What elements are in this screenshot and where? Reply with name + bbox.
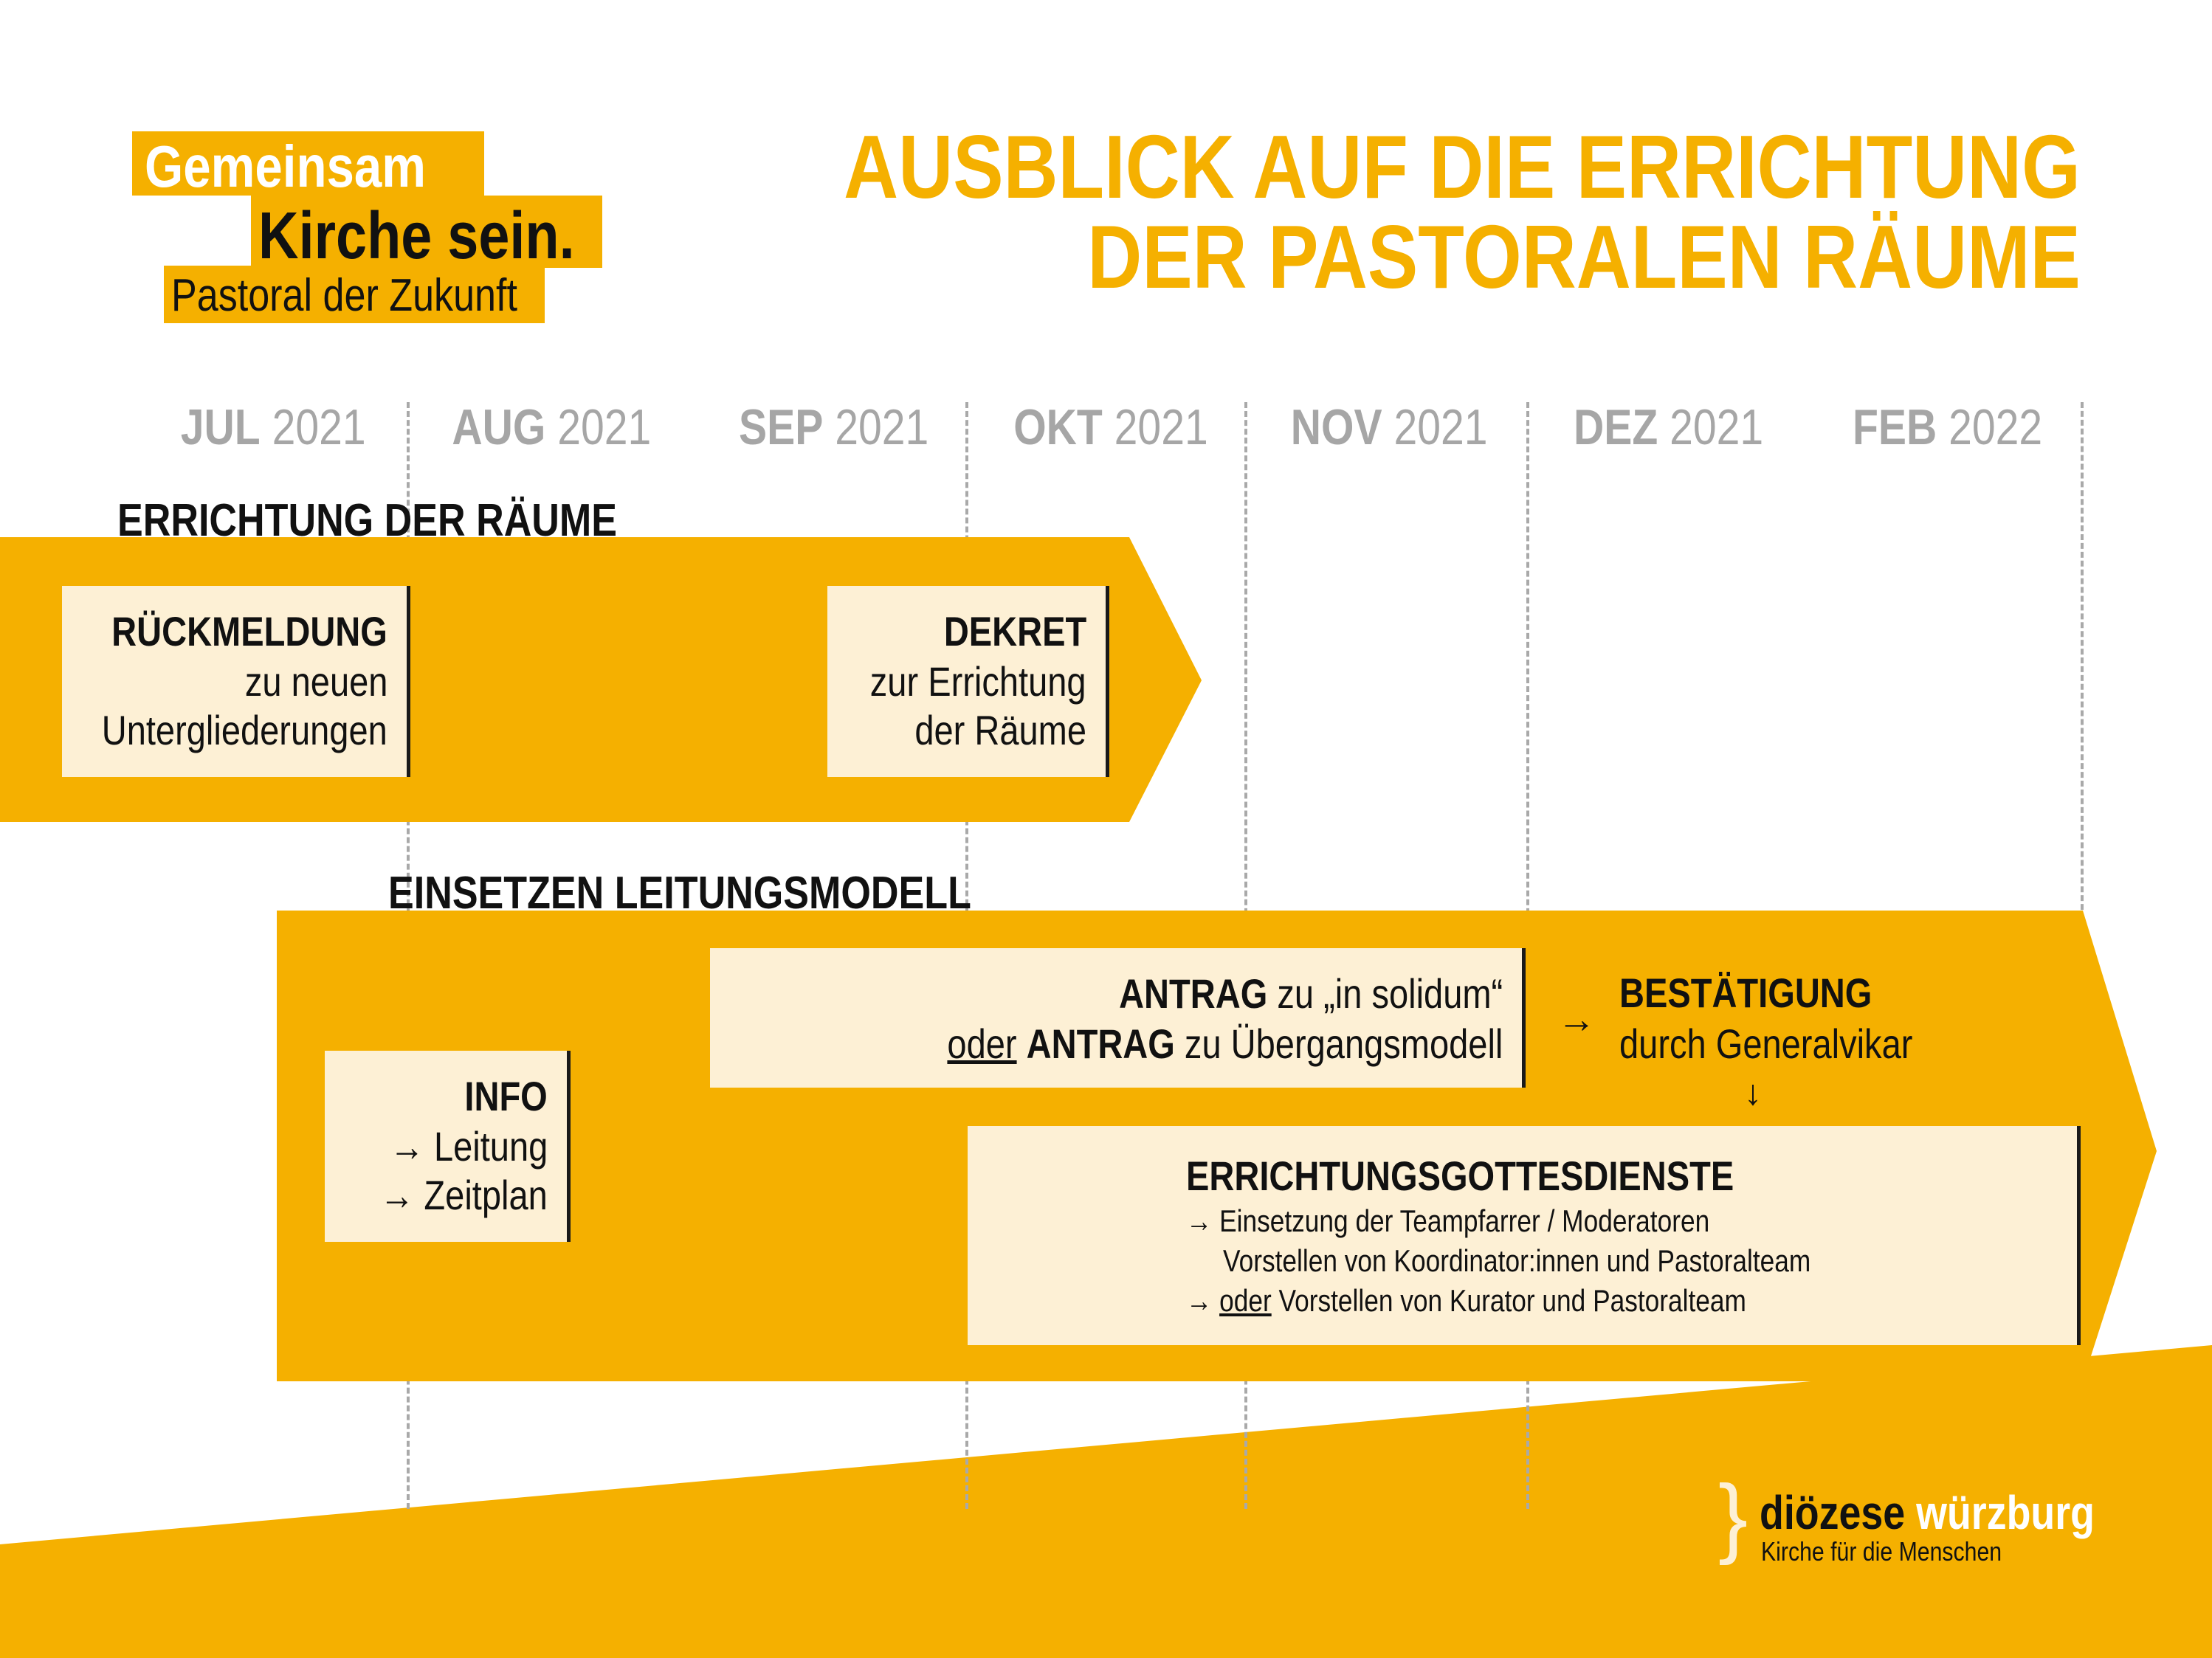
rueckmeldung-line-1: zu neuen xyxy=(244,658,387,705)
dekret-title: DEKRET xyxy=(943,608,1086,654)
rueckmeldung-box: RÜCKMELDUNG zu neuen Untergliederungen xyxy=(62,586,410,777)
section-heading-errichtung: ERRICHTUNG DER RÄUME xyxy=(117,495,618,546)
month-label: OKT 2021 xyxy=(1013,399,1208,455)
dekret-line-1: zur Errichtung xyxy=(870,658,1086,705)
arrow-right-icon: → xyxy=(1557,998,1596,1041)
dekret-line-2: der Räume xyxy=(914,707,1086,753)
info-box: INFO → Leitung → Zeitplan xyxy=(325,1051,571,1242)
bestaetigung-line-1: durch Generalvikar xyxy=(1619,1020,1913,1067)
brace-icon: } xyxy=(1718,1467,1748,1566)
section-heading-leitungsmodell: EINSETZEN LEITUNGSMODELL xyxy=(388,868,971,919)
brand-wordmark: diözese würzburg xyxy=(1760,1486,2095,1539)
gottesdienste-bullet-1: → Einsetzung der Teampfarrer / Moderator… xyxy=(1186,1203,1710,1238)
month-label: NOV 2021 xyxy=(1291,399,1488,455)
rueckmeldung-line-2: Untergliederungen xyxy=(101,707,387,753)
info-title: INFO xyxy=(464,1073,548,1119)
month-label: FEB 2022 xyxy=(1852,399,2042,455)
month-divider xyxy=(2081,402,2084,919)
page-title-line-2: DER PASTORALEN RÄUME xyxy=(1087,207,2081,307)
bestaetigung-title: BESTÄTIGUNG xyxy=(1619,970,1872,1016)
month-label: SEP 2021 xyxy=(738,399,928,455)
antrag-box: ANTRAG zu „in solidum“ oder ANTRAG zu Üb… xyxy=(710,948,1526,1088)
gottesdienste-title: ERRICHTUNGSGOTTESDIENSTE xyxy=(1186,1153,1734,1199)
dekret-box: DEKRET zur Errichtung der Räume xyxy=(827,586,1109,777)
logo-line-2: Kirche sein. xyxy=(258,199,575,273)
logo-line-3: Pastoral der Zukunft xyxy=(171,270,517,321)
gottesdienste-bullet-3: → oder Vorstellen von Kurator und Pastor… xyxy=(1186,1283,1746,1318)
rueckmeldung-title: RÜCKMELDUNG xyxy=(111,608,387,654)
arrow-down-icon: ↓ xyxy=(1744,1074,1762,1113)
info-line-1: → Leitung xyxy=(389,1123,548,1170)
logo-line-1: Gemeinsam xyxy=(145,134,426,199)
antrag-line-2: oder ANTRAG zu Übergangsmodell xyxy=(947,1020,1503,1067)
month-label: JUL 2021 xyxy=(181,399,366,455)
antrag-line-1: ANTRAG zu „in solidum“ xyxy=(1118,970,1503,1017)
month-label: DEZ 2021 xyxy=(1573,399,1763,455)
gottesdienste-line-2: Vorstellen von Koordinator:innen und Pas… xyxy=(1223,1243,1811,1278)
month-label: AUG 2021 xyxy=(452,399,651,455)
gottesdienste-box: ERRICHTUNGSGOTTESDIENSTE → Einsetzung de… xyxy=(968,1126,2081,1345)
page-title-line-1: AUSBLICK AUF DIE ERRICHTUNG xyxy=(844,117,2081,217)
info-line-2: → Zeitplan xyxy=(379,1172,548,1218)
brand-tagline: Kirche für die Menschen xyxy=(1761,1536,2002,1567)
